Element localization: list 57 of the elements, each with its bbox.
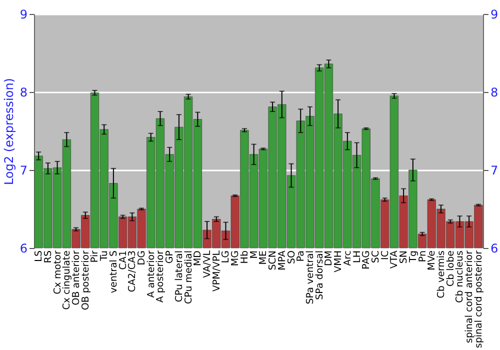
x-tick-label: SN (398, 250, 410, 264)
x-tick-label: PAG (361, 250, 372, 270)
x-tick-label: Arc (342, 250, 354, 266)
y2-tick-label: 9 (490, 8, 498, 22)
x-tick-label: Tu (99, 250, 110, 262)
x-tick-label: Cx motor (52, 250, 64, 294)
x-tick-label: ME (258, 250, 270, 265)
x-tick-label: Pa (296, 250, 307, 262)
x-tick-label: IC (380, 250, 391, 260)
x-tick-label: LS (34, 250, 45, 262)
y-axis-title: Log2 (expression) (2, 78, 16, 185)
x-tick-label: M (248, 250, 260, 259)
x-tick-label: VTA (389, 250, 400, 269)
x-tick-label: Cb vermis (436, 250, 447, 298)
y-tick-label: 8 (20, 86, 28, 100)
x-tick-label: VA/VL (202, 250, 214, 278)
y-tick-label: 6 (20, 242, 28, 256)
x-tick-label: Pir (90, 250, 101, 263)
x-tick-label: CA2/CA3 (127, 250, 138, 292)
x-tick-label: ventral S (108, 250, 120, 294)
x-tick-label: MG (230, 250, 242, 266)
x-tick-label: spinal cord anterior (464, 250, 476, 344)
x-tick-label: MPA (276, 250, 288, 270)
x-tick-label: Cb nucleus (454, 250, 466, 303)
x-tick-label: SPa ventral (304, 250, 316, 304)
x-tick-label: DM (324, 250, 335, 266)
x-tick-label: SPa dorsal (314, 250, 326, 300)
x-tick-label: GP (164, 250, 176, 264)
x-tick-label: OB posterior (80, 250, 92, 310)
x-tick-label: SCN (268, 250, 279, 270)
x-tick-label: MD (192, 250, 204, 266)
y2-tick-label: 6 (490, 242, 498, 256)
x-tick-label: Cb lobe (445, 250, 456, 287)
x-tick-label: OB anterior (71, 250, 82, 306)
x-tick-label: Hb (239, 250, 250, 264)
y2-tick-label: 8 (490, 86, 498, 100)
x-tick-label: VPM/VPL (211, 250, 222, 292)
x-tick-label: CPu medial (183, 250, 194, 304)
x-tick-label: DG (136, 250, 148, 266)
x-tick-label: VMH (333, 250, 344, 272)
y2-tick-label: 7 (490, 164, 498, 178)
x-tick-label: MVe (426, 250, 438, 270)
x-tick-label: Pn (417, 250, 428, 262)
x-tick-label: Cx cingulate (62, 250, 73, 310)
x-tick-label: A posterior (155, 250, 166, 303)
x-tick-label: A anterior (146, 250, 157, 298)
x-tick-label: CPu lateral (174, 250, 185, 302)
x-tick-label: SO (286, 250, 298, 264)
y-tick-label: 9 (20, 8, 28, 22)
y-tick-label: 7 (20, 164, 28, 178)
x-tick-label: spinal cord posterior (473, 250, 484, 348)
x-tick-label: Tg (408, 250, 419, 264)
x-tick-label: RS (42, 250, 54, 264)
x-tick-label: LH (352, 250, 363, 263)
x-tick-label: LG (220, 250, 232, 264)
x-tick-label: SC (370, 250, 382, 264)
x-tick-label: CA1 (118, 250, 129, 270)
